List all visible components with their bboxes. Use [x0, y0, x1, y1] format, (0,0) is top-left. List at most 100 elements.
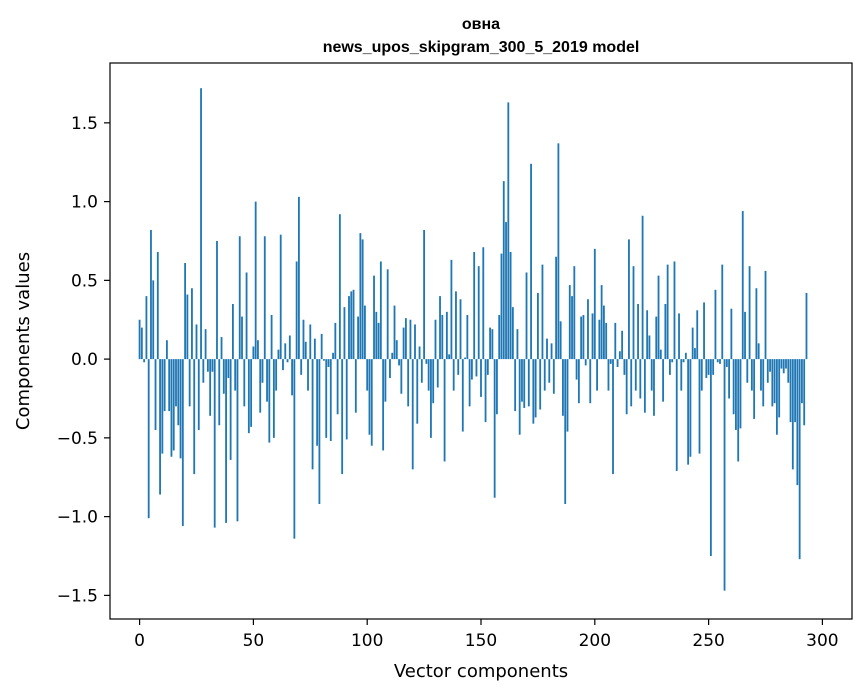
bar — [266, 359, 268, 402]
bar — [511, 307, 514, 360]
bar — [209, 359, 212, 416]
bar — [181, 359, 184, 527]
bar — [366, 359, 369, 391]
bar — [320, 333, 323, 360]
bar — [616, 359, 619, 367]
bar — [186, 294, 189, 360]
bar — [395, 340, 398, 360]
bar — [486, 359, 489, 375]
bar — [425, 359, 428, 364]
bar — [527, 359, 530, 407]
bar — [448, 354, 451, 360]
bar — [577, 359, 580, 404]
bar — [655, 316, 658, 360]
bar — [468, 359, 471, 407]
bar — [202, 359, 205, 383]
x-tick-label: 0 — [134, 631, 145, 651]
bar — [703, 302, 705, 360]
bar — [609, 359, 612, 364]
bar — [548, 359, 551, 383]
bar — [739, 359, 742, 429]
bar — [521, 359, 523, 402]
bar — [350, 291, 353, 360]
x-tick-label: 50 — [243, 631, 265, 651]
bar — [414, 324, 416, 360]
bar — [541, 264, 544, 360]
bar — [445, 311, 448, 360]
bar — [568, 285, 571, 360]
bar — [407, 359, 410, 407]
bar — [364, 305, 366, 360]
bar — [730, 308, 733, 360]
bar — [607, 359, 610, 391]
bar — [379, 261, 382, 360]
bar — [272, 359, 275, 438]
bar — [400, 359, 403, 394]
bar — [728, 359, 730, 399]
bar — [643, 359, 646, 413]
bar — [587, 299, 589, 360]
plot-frame — [109, 62, 853, 620]
bar — [746, 359, 749, 383]
x-tick-label: 100 — [351, 631, 383, 651]
bar — [197, 359, 200, 430]
x-tick-label: 250 — [692, 631, 724, 651]
bar — [684, 352, 687, 360]
bar — [550, 343, 553, 360]
bar — [211, 359, 214, 372]
bar — [716, 359, 719, 363]
chart-subtitle: news_upos_skipgram_300_5_2019 model — [323, 39, 640, 56]
bar — [227, 359, 230, 379]
bar — [259, 359, 262, 413]
bar — [270, 315, 273, 360]
bar — [168, 359, 171, 412]
bar — [500, 253, 503, 360]
bar — [361, 239, 364, 360]
bar — [279, 234, 282, 360]
bar — [518, 359, 521, 435]
bar — [416, 359, 419, 424]
bar — [646, 310, 649, 360]
bar — [628, 239, 630, 360]
bar — [680, 359, 683, 391]
bar — [252, 346, 255, 360]
bar — [368, 359, 371, 435]
bar — [459, 299, 462, 360]
bar — [268, 359, 271, 443]
bar — [336, 359, 339, 415]
bar — [470, 359, 473, 380]
bar — [466, 315, 469, 360]
bar — [735, 359, 737, 430]
bar — [782, 359, 785, 374]
bar — [489, 327, 492, 360]
bar — [498, 315, 501, 360]
bar — [796, 359, 799, 486]
bar — [612, 359, 614, 475]
bar — [484, 359, 487, 423]
bar — [175, 359, 177, 407]
bar — [696, 310, 699, 360]
bar — [482, 247, 485, 360]
bar — [725, 359, 728, 367]
bar — [562, 359, 564, 416]
bar — [452, 359, 455, 391]
bar — [762, 359, 765, 407]
bar — [229, 359, 232, 460]
bar — [236, 359, 239, 522]
y-tick-label: 0.5 — [71, 271, 98, 291]
bar — [334, 322, 337, 360]
bar — [418, 346, 421, 360]
bar — [288, 335, 291, 360]
bar — [605, 322, 608, 360]
bar — [748, 266, 751, 360]
bar — [473, 252, 476, 360]
bar — [536, 292, 539, 360]
bar — [432, 359, 435, 404]
bar — [286, 359, 289, 363]
bar — [304, 341, 307, 360]
bar — [653, 359, 655, 416]
bar — [773, 359, 776, 404]
bar — [311, 359, 314, 470]
bar — [750, 359, 753, 391]
